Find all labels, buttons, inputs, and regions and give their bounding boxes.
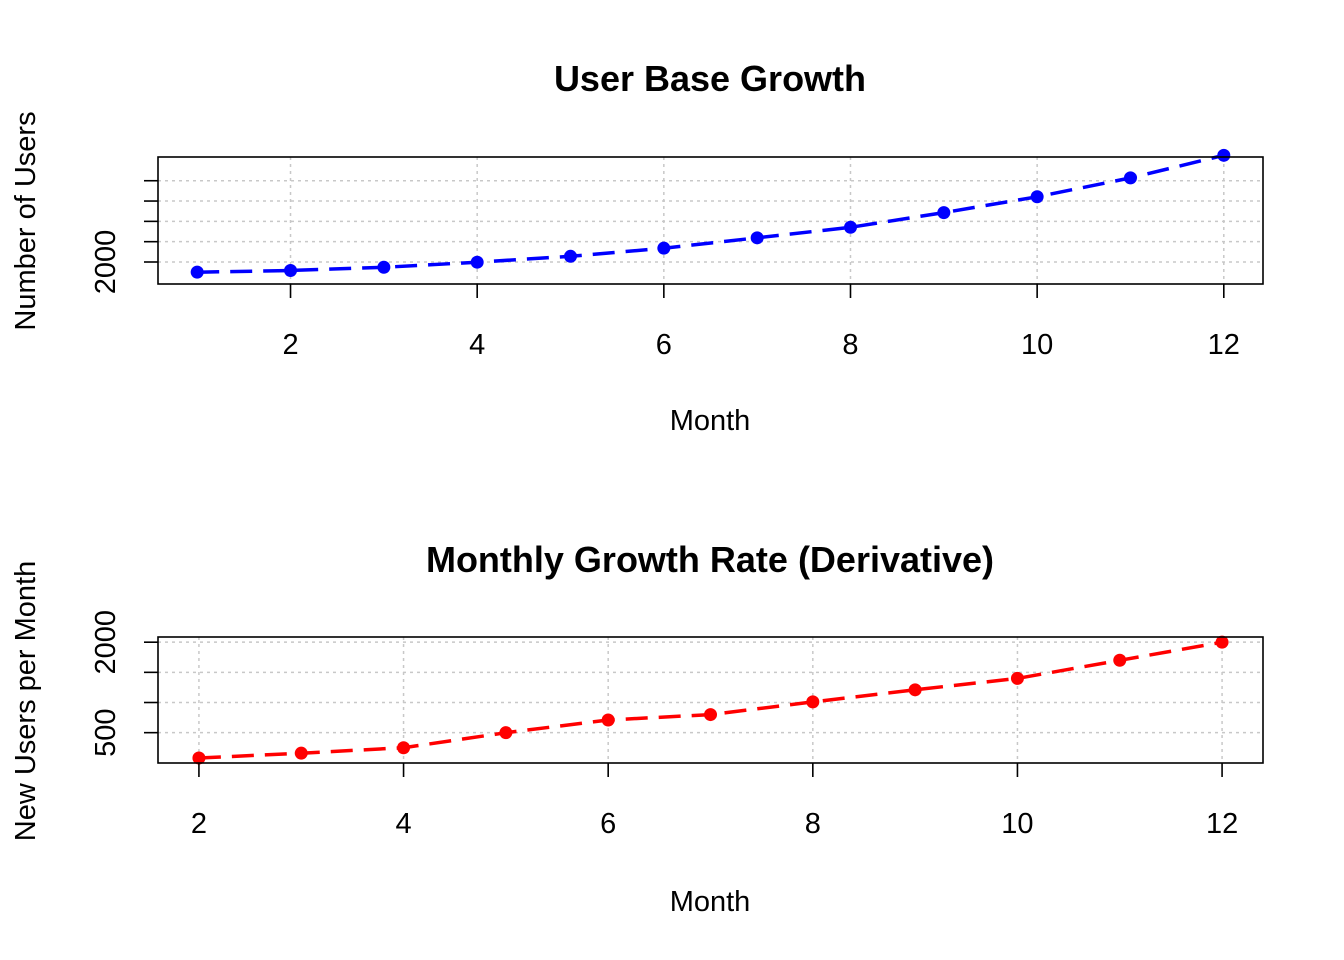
data-point: [190, 265, 204, 279]
data-point: [499, 726, 513, 740]
plot-box: [157, 636, 1264, 764]
plot-box: [157, 156, 1264, 285]
data-point: [1113, 653, 1127, 667]
series-line: [197, 153, 1225, 274]
y-axis-label: New Users per Month: [10, 561, 42, 841]
x-tick-label: 12: [1206, 808, 1238, 840]
data-point: [1123, 171, 1137, 185]
data-point: [397, 741, 411, 755]
data-point: [1010, 671, 1024, 685]
x-tick-label: 10: [1001, 808, 1033, 840]
x-tick-label: 10: [1021, 329, 1053, 361]
x-tick-label: 8: [842, 329, 858, 361]
chart-title: User Base Growth: [554, 58, 866, 99]
x-tick-label: 12: [1208, 329, 1240, 361]
y-tick-label: 2000: [90, 230, 122, 295]
data-point: [750, 231, 764, 245]
data-point: [806, 695, 820, 709]
x-axis-label: Month: [670, 405, 751, 437]
y-axis-label: Number of Users: [10, 111, 42, 330]
x-tick-label: 2: [191, 808, 207, 840]
data-point: [470, 255, 484, 269]
data-point: [1215, 635, 1229, 649]
monthly-growth-rate-chart: Monthly Growth Rate (Derivative) 2 4 6 8 10 1…: [10, 539, 1264, 918]
data-point: [284, 264, 298, 278]
y-tick-label: 2000: [90, 610, 122, 675]
data-point: [192, 751, 206, 765]
data-point: [908, 683, 922, 697]
x-tick-label: 6: [600, 808, 616, 840]
plot-area: 2 4 6 8 10 12 2000: [90, 148, 1264, 361]
x-tick-label: 6: [656, 329, 672, 361]
data-point: [704, 708, 717, 722]
data-point: [377, 260, 391, 274]
x-tick-label: 4: [395, 808, 411, 840]
data-point: [1217, 148, 1231, 162]
data-point: [937, 206, 951, 220]
user-base-growth-chart: User Base Growth 2 4 6 8 10 12 2000 Month Numb…: [10, 58, 1264, 437]
x-tick-label: 4: [469, 329, 485, 361]
y-tick-label: 500: [90, 709, 122, 757]
data-point: [657, 241, 671, 255]
data-point: [1030, 190, 1044, 204]
plot-area: 2 4 6 8 10 12 500 2000: [90, 610, 1264, 840]
x-axis-label: Month: [670, 886, 751, 918]
data-point: [564, 249, 578, 263]
x-tick-label: 8: [805, 808, 821, 840]
chart-title: Monthly Growth Rate (Derivative): [426, 539, 994, 580]
data-point: [601, 713, 615, 727]
data-point: [843, 220, 857, 234]
x-tick-label: 2: [282, 329, 298, 361]
data-point: [294, 746, 308, 760]
